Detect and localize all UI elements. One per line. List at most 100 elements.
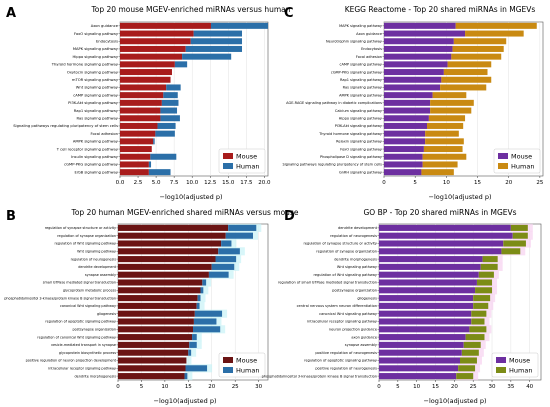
bar-human — [148, 161, 152, 168]
bar-human — [421, 169, 454, 176]
y-tick-label: postsynapse organization — [73, 327, 117, 331]
y-tick-label: neuron projection guidance — [329, 328, 377, 332]
bar-human — [218, 248, 240, 255]
legend-swatch-human — [496, 367, 506, 373]
bar-mouse — [384, 38, 454, 45]
y-tick-label: Endocytosis — [361, 47, 382, 51]
bar-human — [163, 92, 178, 99]
x-tick-label: 0 — [377, 384, 381, 390]
x-axis-label-a: −log10(adjusted p) — [160, 193, 223, 201]
y-tick-label: cGMP-PKG signaling pathway — [331, 70, 382, 74]
bar-human — [475, 287, 493, 294]
legend-label-human: Human — [236, 163, 259, 171]
bar-mouse — [120, 161, 149, 168]
bar-mouse — [379, 287, 476, 294]
bar-mouse — [379, 224, 511, 231]
y-tick-label: Insulin signaling pathway — [71, 155, 119, 159]
bar-human — [465, 30, 524, 37]
y-tick-label: AMPK signaling pathway — [339, 93, 382, 97]
bar-human — [422, 153, 467, 160]
bar-mouse — [120, 22, 211, 29]
bar-mouse — [120, 84, 167, 91]
legend-label-mouse: Mouse — [236, 153, 257, 161]
y-tick-label: Axon guidance — [356, 32, 382, 36]
legend-swatch-human — [223, 163, 233, 169]
bar-human — [148, 169, 171, 176]
bar-human — [185, 365, 208, 372]
bar-mouse — [120, 38, 191, 45]
x-tick-label: 30 — [489, 384, 496, 390]
bar-mouse — [384, 122, 428, 129]
bar-mouse — [118, 357, 187, 364]
bar-human — [174, 61, 188, 68]
y-tick-label: Signaling pathways regulating pluripoten… — [283, 163, 383, 167]
x-tick-label: 15 — [185, 384, 192, 390]
y-tick-label: cAMP signaling pathway — [73, 93, 119, 97]
bar-mouse — [379, 248, 502, 255]
x-tick-label: 5.0 — [152, 180, 161, 186]
x-tick-label: 20 — [208, 384, 215, 390]
legend-swatch-human — [223, 367, 233, 373]
y-tick-label: dendrite development — [78, 265, 116, 269]
x-axis-label-b: −log10(adjusted p) — [154, 397, 217, 405]
bar-mouse — [384, 130, 426, 137]
bar-human — [451, 53, 502, 60]
bar-mouse — [384, 153, 423, 160]
bar-halo — [184, 372, 193, 381]
y-tick-label: GnRH signaling pathway — [339, 170, 382, 174]
bar-mouse — [118, 318, 194, 325]
legend-swatch-mouse — [223, 153, 233, 159]
y-tick-label: dendrite morphogenesis — [75, 374, 117, 378]
y-tick-label: positive regulation of neuron projection… — [26, 359, 117, 363]
y-tick-label: Signaling pathways regulating pluripoten… — [13, 124, 118, 128]
bar-human — [471, 318, 485, 325]
bar-mouse — [118, 256, 216, 263]
y-tick-label: Hippo signaling pathway — [339, 116, 382, 120]
y-tick-label: regulation of apoptotic signaling pathwa… — [304, 359, 377, 363]
x-tick-label: 20.0 — [258, 180, 271, 186]
bar-mouse — [379, 263, 481, 270]
x-tick-label: 25 — [232, 384, 239, 390]
bar-mouse — [120, 30, 194, 37]
x-tick-label: 10.0 — [186, 180, 199, 186]
panel-letter-d: D — [284, 209, 295, 224]
x-tick-label: 40 — [526, 384, 533, 390]
bar-halo — [188, 348, 197, 357]
y-tick-label: canonical Wnt signaling pathway — [319, 312, 377, 316]
plot-area-c: 0 5 10 15 20 25 MAPK signaling pathway Axon gui… — [283, 21, 544, 186]
bar-human — [160, 107, 178, 114]
legend-label-mouse: Mouse — [511, 153, 532, 161]
bar-mouse — [379, 302, 474, 309]
y-tick-label: MAPK signaling pathway — [73, 47, 119, 51]
bar-human — [441, 76, 492, 83]
bar-mouse — [120, 153, 151, 160]
y-tick-label: Calcium signaling pathway — [335, 109, 382, 113]
bar-human — [194, 310, 223, 317]
y-tick-label: phosphatidylinositol 3-kinase/protein ki… — [262, 374, 377, 378]
legend-swatch-human — [498, 163, 508, 169]
x-tick-label: 5 — [413, 180, 417, 186]
bar-halo — [196, 301, 205, 310]
x-tick-label: 10 — [413, 384, 420, 390]
bar-human — [443, 69, 488, 76]
bar-mouse — [118, 263, 212, 270]
chart-title-b: Top 20 human MGEV-enriched shared miRNAs… — [71, 208, 299, 217]
bar-human — [432, 92, 467, 99]
y-tick-label: intracellular receptor signaling pathway — [307, 320, 377, 324]
y-tick-label: regulation of synapse structure or activ… — [45, 226, 116, 230]
y-tick-label: gliogenesis — [97, 312, 116, 316]
plot-area-a: 0.0 2.5 5.0 7.5 10.0 12.5 15.0 17.5 20.0 Axon gui… — [13, 21, 271, 186]
x-tick-label: 7.5 — [170, 180, 179, 186]
bar-mouse — [379, 295, 474, 302]
bar-mouse — [118, 232, 226, 239]
panel-b: B Top 20 human MGEV-enriched shared miRN… — [4, 208, 299, 405]
bar-mouse — [120, 130, 156, 137]
bar-mouse — [120, 122, 158, 129]
bar-mouse — [120, 45, 186, 52]
legend-swatch-mouse — [498, 153, 508, 159]
y-tick-label: Oxytocin signaling pathway — [67, 70, 119, 74]
x-tick-label: 5 — [140, 384, 144, 390]
legend-label-human: Human — [511, 163, 534, 171]
legend-label-human: Human — [236, 367, 259, 375]
bar-human — [200, 287, 204, 294]
